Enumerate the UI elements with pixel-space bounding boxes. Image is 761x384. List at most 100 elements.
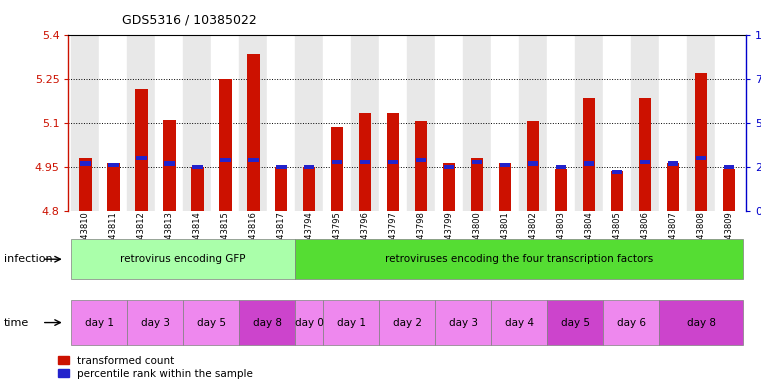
Bar	[72, 300, 127, 345]
Bar	[191, 167, 203, 211]
Bar	[555, 169, 568, 211]
Bar	[163, 120, 176, 211]
Bar	[443, 162, 455, 211]
Bar	[323, 35, 351, 211]
Bar	[275, 167, 288, 211]
Text: day 3: day 3	[141, 318, 170, 328]
Bar	[360, 160, 371, 164]
Bar	[155, 35, 183, 211]
Bar	[79, 158, 91, 211]
Bar	[127, 300, 183, 345]
Bar	[471, 158, 483, 211]
Text: day 3: day 3	[448, 318, 478, 328]
Bar	[416, 158, 426, 162]
Bar	[135, 89, 148, 211]
Bar	[667, 162, 680, 211]
Bar	[220, 158, 231, 162]
Bar	[108, 163, 119, 167]
Bar	[724, 165, 734, 169]
Bar	[472, 160, 482, 164]
Bar	[295, 300, 323, 345]
Bar	[528, 161, 538, 166]
Text: day 2: day 2	[393, 318, 422, 328]
Bar	[638, 98, 651, 211]
Bar	[667, 161, 678, 166]
Bar	[611, 171, 623, 211]
Bar	[99, 35, 127, 211]
Bar	[192, 165, 202, 169]
Bar	[407, 35, 435, 211]
Bar	[715, 35, 743, 211]
Bar	[331, 127, 343, 211]
Text: GDS5316 / 10385022: GDS5316 / 10385022	[122, 14, 256, 27]
Bar	[276, 165, 286, 169]
Bar	[723, 169, 735, 211]
Bar	[239, 300, 295, 345]
Bar	[379, 300, 435, 345]
Bar	[463, 35, 491, 211]
Bar	[183, 300, 239, 345]
Text: day 8: day 8	[253, 318, 282, 328]
Bar	[388, 160, 399, 164]
Bar	[387, 113, 400, 211]
Bar	[295, 239, 743, 280]
Bar	[379, 35, 407, 211]
Bar	[107, 162, 119, 211]
Bar	[612, 170, 622, 174]
Bar	[659, 35, 687, 211]
Bar	[556, 165, 566, 169]
Bar	[491, 300, 547, 345]
Bar	[332, 160, 342, 164]
Bar	[239, 35, 267, 211]
Bar	[631, 35, 659, 211]
Bar	[164, 161, 174, 166]
Legend: transformed count, percentile rank within the sample: transformed count, percentile rank withi…	[59, 356, 253, 379]
Bar	[603, 35, 631, 211]
Bar	[687, 35, 715, 211]
Bar	[219, 79, 231, 211]
Bar	[323, 300, 379, 345]
Bar	[72, 35, 99, 211]
Bar	[183, 35, 212, 211]
Bar	[696, 156, 706, 160]
Bar	[267, 35, 295, 211]
Bar	[136, 156, 147, 160]
Bar	[295, 35, 323, 211]
Bar	[519, 35, 547, 211]
Text: retroviruses encoding the four transcription factors: retroviruses encoding the four transcrip…	[385, 254, 653, 264]
Text: day 0: day 0	[295, 318, 323, 328]
Bar	[212, 35, 239, 211]
Bar	[527, 121, 540, 211]
Bar	[498, 162, 511, 211]
Bar	[444, 165, 454, 169]
Text: day 1: day 1	[84, 318, 114, 328]
Bar	[248, 158, 259, 162]
Bar	[80, 161, 91, 166]
Bar	[603, 300, 659, 345]
Bar	[547, 35, 575, 211]
Bar	[575, 35, 603, 211]
Bar	[435, 35, 463, 211]
Text: day 5: day 5	[197, 318, 226, 328]
Text: day 6: day 6	[616, 318, 645, 328]
Bar	[415, 121, 428, 211]
Bar	[500, 163, 511, 167]
Bar	[695, 73, 707, 211]
Text: time: time	[4, 318, 29, 328]
Bar	[640, 160, 651, 164]
Bar	[547, 300, 603, 345]
Text: day 8: day 8	[686, 318, 715, 328]
Text: day 4: day 4	[505, 318, 533, 328]
Bar	[72, 239, 295, 280]
Bar	[351, 35, 379, 211]
Bar	[659, 300, 743, 345]
Bar	[359, 113, 371, 211]
Bar	[127, 35, 155, 211]
Bar	[304, 165, 314, 169]
Bar	[491, 35, 519, 211]
Bar	[584, 161, 594, 166]
Bar	[303, 167, 316, 211]
Text: day 1: day 1	[336, 318, 366, 328]
Text: retrovirus encoding GFP: retrovirus encoding GFP	[120, 254, 246, 264]
Text: infection: infection	[4, 254, 53, 264]
